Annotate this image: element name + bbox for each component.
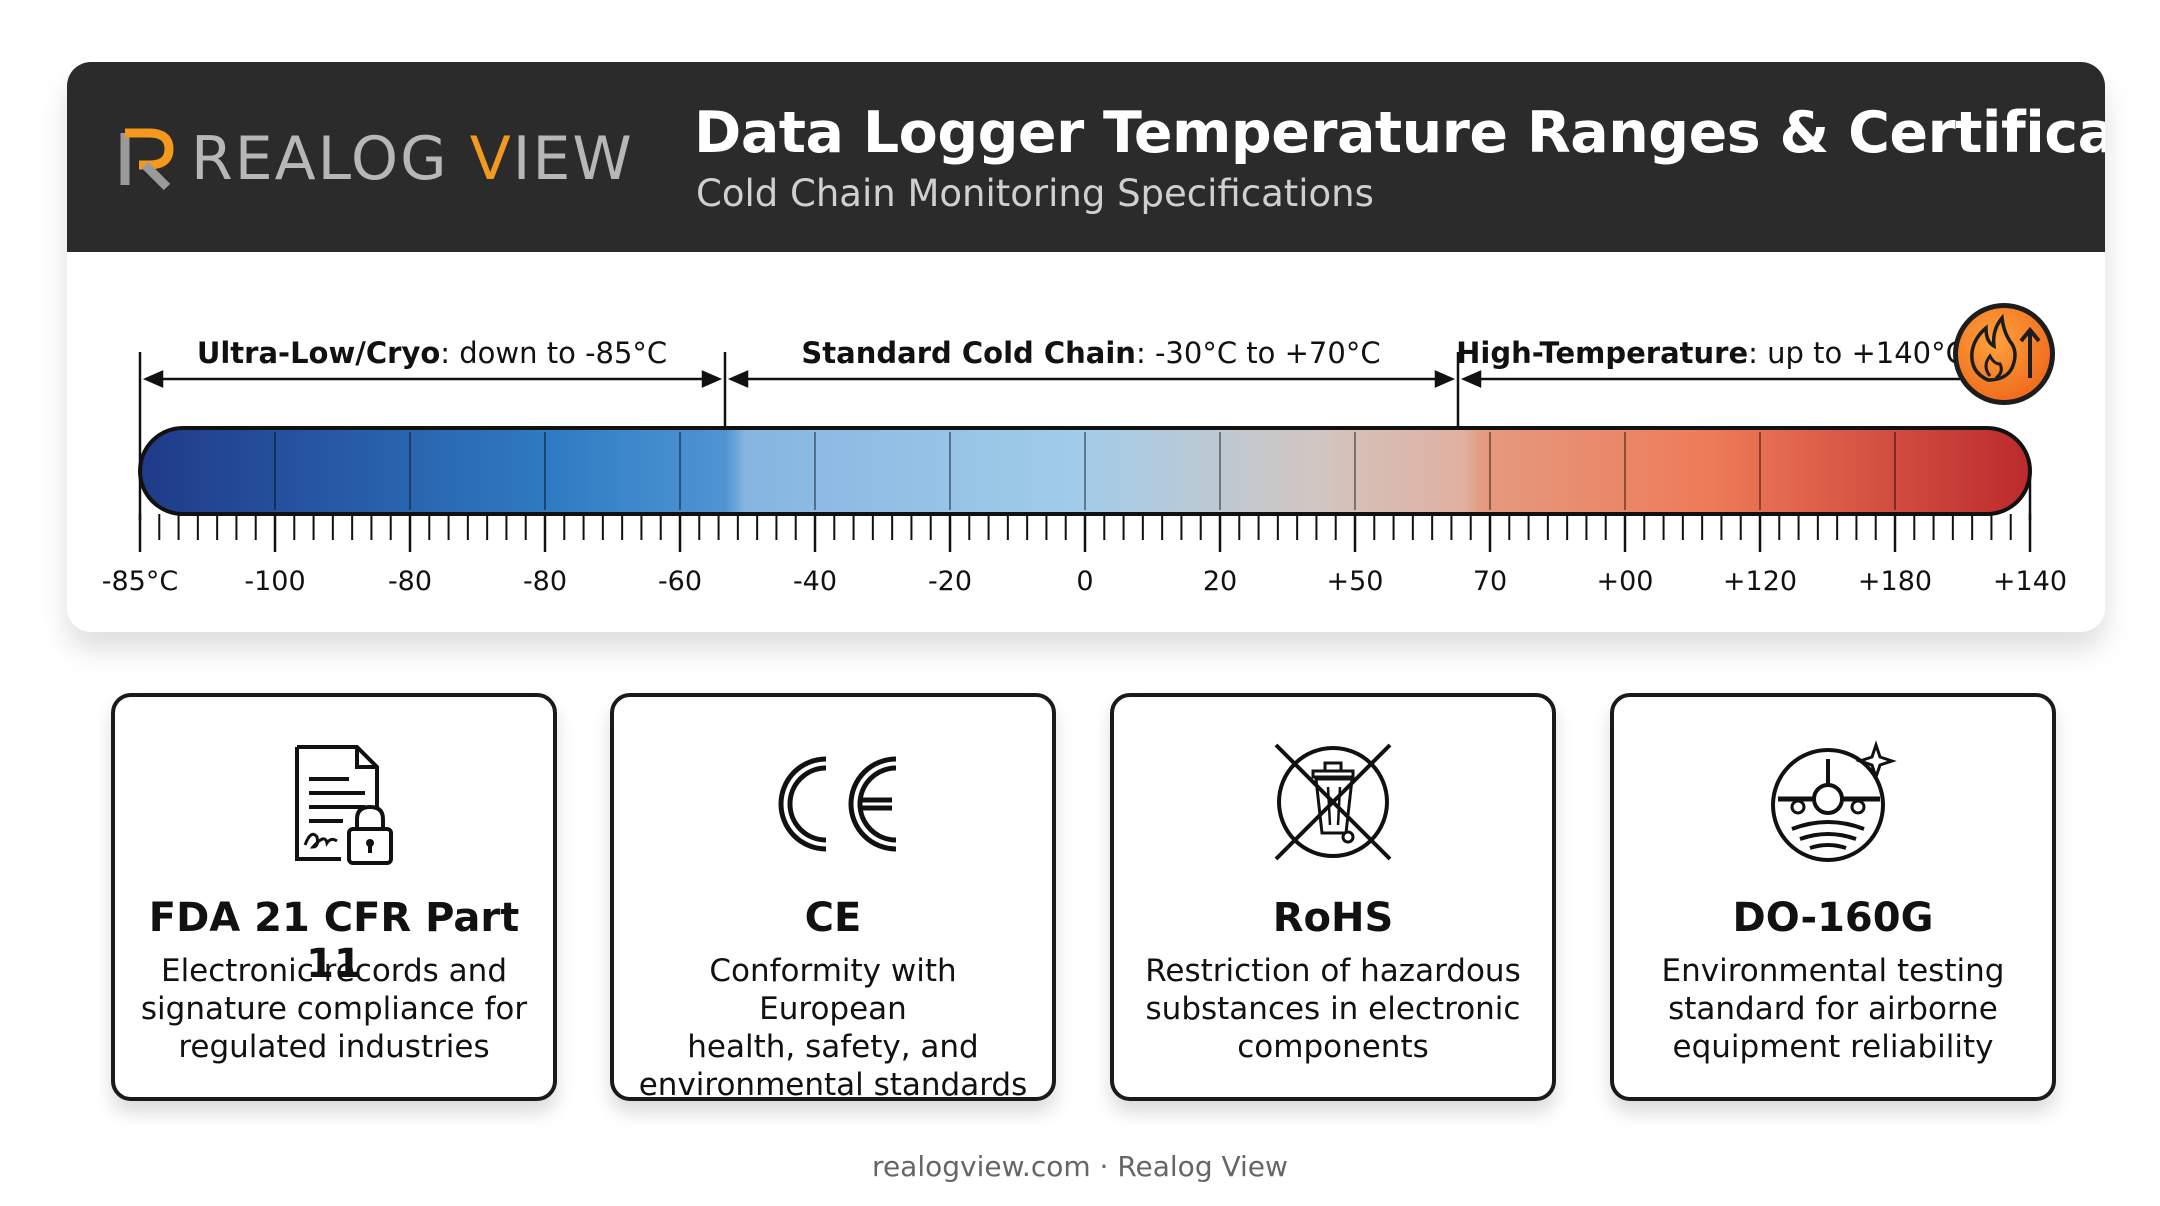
- tick-label: -80: [388, 566, 432, 597]
- card-fda: FDA 21 CFR Part 11 Electronic records an…: [111, 693, 557, 1101]
- card-description-line: standard for airborne: [1668, 991, 1998, 1027]
- card-description-line: health, safety, and: [687, 1029, 979, 1065]
- range-label-high: High-Temperature: up to +140°C: [1456, 336, 1966, 370]
- tick-label: 20: [1203, 566, 1237, 597]
- crossed-out-bin-icon: [1274, 743, 1392, 861]
- card-description-line: Environmental testing: [1661, 953, 2005, 989]
- brand-name-accent: V: [469, 124, 513, 194]
- card-description-line: Restriction of hazardous: [1145, 953, 1521, 989]
- ce-mark-icon: [778, 756, 897, 852]
- tick-label: -60: [658, 566, 702, 597]
- card-description-line: Conformity with European: [709, 953, 957, 1027]
- card-description: Restriction of hazardous substances in e…: [1134, 952, 1532, 1066]
- range-label-standard-rest: : -30°C to +70°C: [1136, 336, 1381, 370]
- header-bar: REALOG VIEW Data Logger Temperature Rang…: [67, 62, 2105, 252]
- page-subtitle: Cold Chain Monitoring Specifications: [696, 172, 1374, 215]
- card-title: DO-160G: [1732, 895, 1934, 941]
- card-title: FDA 21 CFR Part 11: [148, 895, 520, 987]
- card-description: Environmental testing standard for airbo…: [1634, 952, 2032, 1066]
- range-brackets: [138, 352, 2032, 520]
- signed-document-lock-icon: [295, 745, 393, 865]
- card-ce: CE Conformity with European health, safe…: [610, 693, 1056, 1104]
- tick-label: +180: [1858, 566, 1932, 597]
- card-title: CE: [804, 895, 862, 941]
- range-label-high-rest: : up to +140°C: [1748, 336, 1966, 370]
- tick-label: -85°C: [102, 566, 178, 597]
- range-label-high-bold: High-Temperature: [1456, 336, 1748, 370]
- card-description: Electronic records and signature complia…: [135, 952, 533, 1066]
- card-description-line: signature compliance for: [140, 991, 528, 1027]
- scale-ticks: [138, 514, 2032, 552]
- tick-label: -40: [793, 566, 837, 597]
- tick-label: -100: [244, 566, 305, 597]
- brand-name-main: REALOG: [191, 124, 470, 194]
- scale-tick-labels: -85°C -100 -80 -80 -60 -40 -20 0 20 +50 70 +00 +120 +…: [102, 566, 2067, 597]
- card-rohs: RoHS Restriction of hazardous substances…: [1110, 693, 1556, 1101]
- brand-name: REALOG VIEW: [191, 124, 634, 194]
- brand-name-rest: IEW: [512, 124, 634, 194]
- brand-logo: REALOG VIEW: [119, 124, 634, 194]
- card-description-line: components: [1237, 1029, 1429, 1065]
- footer-credit: realogview.com · Realog View: [872, 1150, 1288, 1183]
- tick-label: 0: [1076, 566, 1093, 597]
- card-description-line: Electronic records and: [160, 953, 507, 989]
- range-label-ultra-low-bold: Ultra-Low/Cryo: [197, 336, 440, 370]
- range-label-ultra-low: Ultra-Low/Cryo: down to -85°C: [197, 336, 667, 370]
- card-description: Conformity with European health, safety,…: [634, 952, 1032, 1104]
- tick-label: -80: [523, 566, 567, 597]
- card-title: RoHS: [1272, 895, 1394, 941]
- card-description-line: regulated industries: [178, 1029, 490, 1065]
- tick-label: +120: [1723, 566, 1797, 597]
- realog-logo-icon: [120, 128, 174, 191]
- card-description-line: environmental standards: [638, 1067, 1028, 1103]
- bar-dividers: [274, 432, 1896, 510]
- range-label-standard-bold: Standard Cold Chain: [801, 336, 1136, 370]
- card-description-line: substances in electronic: [1145, 991, 1521, 1027]
- card-description-line: equipment reliability: [1672, 1029, 1994, 1065]
- tick-label: +140: [1993, 566, 2067, 597]
- airplane-badge-icon: [1771, 740, 1897, 862]
- temperature-scale: Ultra-Low/Cryo: down to -85°C Standard C…: [102, 303, 2067, 597]
- page-title: Data Logger Temperature Ranges & Certifi…: [694, 100, 2105, 166]
- tick-label: -20: [928, 566, 972, 597]
- range-label-ultra-low-rest: : down to -85°C: [440, 336, 667, 370]
- card-do160g: DO-160G Environmental testing standard f…: [1610, 693, 2056, 1101]
- flame-up-arrow-icon: [1953, 303, 2055, 405]
- tick-label: 70: [1473, 566, 1507, 597]
- range-label-standard: Standard Cold Chain: -30°C to +70°C: [801, 336, 1380, 370]
- tick-label: +50: [1327, 566, 1384, 597]
- tick-label: +00: [1597, 566, 1654, 597]
